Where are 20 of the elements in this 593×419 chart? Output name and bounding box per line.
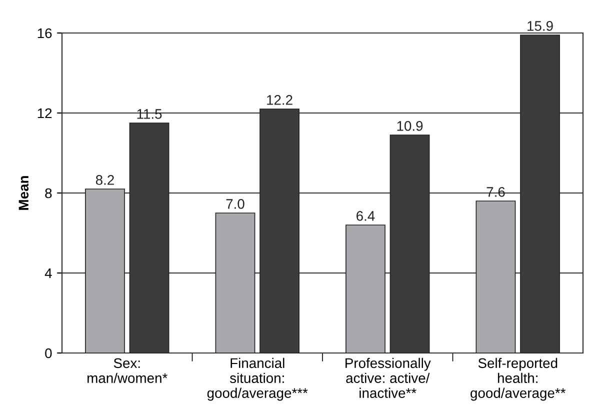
data-label: 6.4 xyxy=(356,211,375,221)
x-tick-label: Sex: man/women* xyxy=(88,358,168,384)
y-axis-title: Mean xyxy=(18,176,29,210)
data-label: 10.9 xyxy=(397,121,423,131)
y-tick-label: 16 xyxy=(38,28,52,38)
y-tick-label: 12 xyxy=(38,108,52,118)
data-label: 7.0 xyxy=(226,199,244,209)
x-tick-label: Professionally active: active/ inactive** xyxy=(346,358,431,398)
bar xyxy=(85,188,125,353)
data-label: 15.9 xyxy=(528,21,553,31)
y-tick-label: 4 xyxy=(44,268,52,278)
data-label: 8.2 xyxy=(96,175,114,185)
y-tick-label: 0 xyxy=(45,348,52,358)
data-label: 12.2 xyxy=(267,95,292,105)
bar xyxy=(476,200,516,353)
x-tick-label: Financial situation: good/average*** xyxy=(207,358,308,401)
x-tick-label: Self-reported health: good/average** xyxy=(470,358,566,401)
y-tick-label: 8 xyxy=(45,188,52,198)
bar xyxy=(215,212,256,353)
bar xyxy=(346,224,386,353)
